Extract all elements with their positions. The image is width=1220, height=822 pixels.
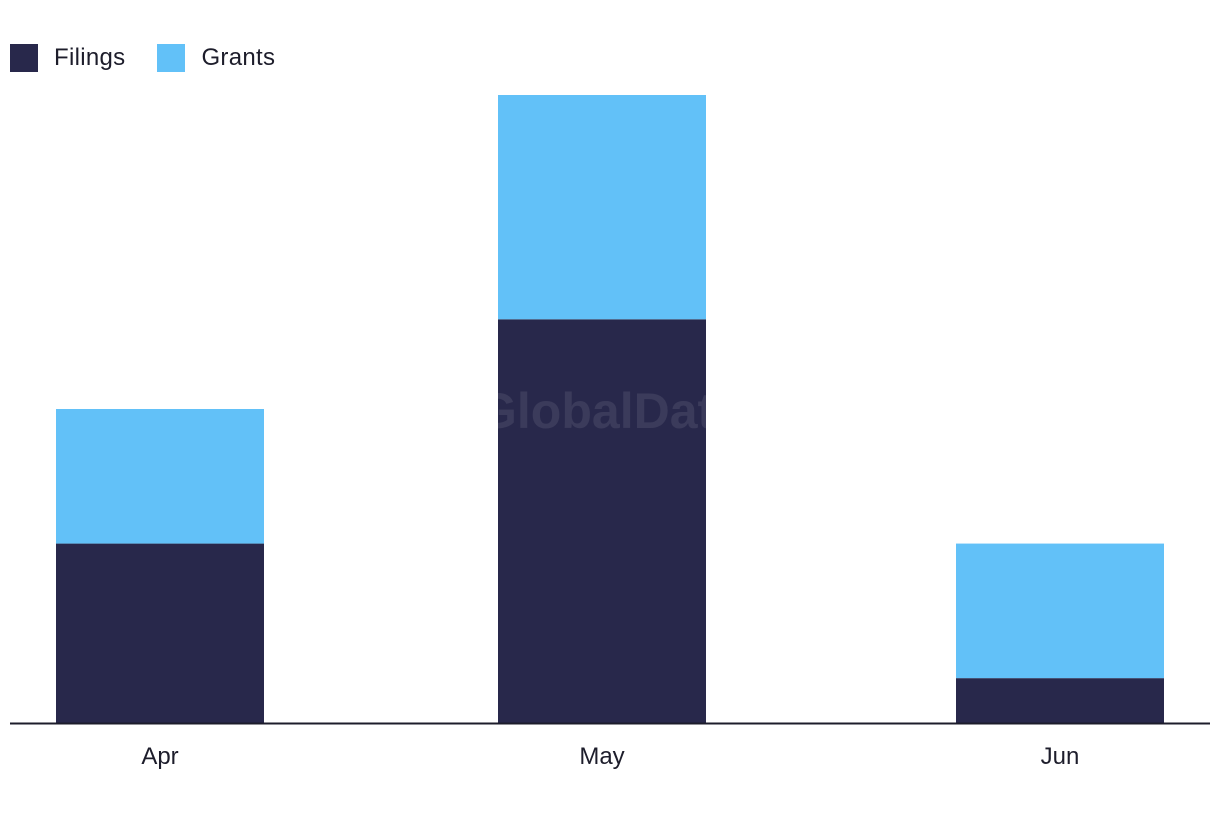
- x-tick-label-apr: Apr: [141, 743, 178, 770]
- legend-label-grants: Grants: [201, 44, 276, 71]
- x-tick-label-jun: Jun: [1041, 743, 1080, 770]
- legend-item-grants[interactable]: Grants: [157, 44, 275, 72]
- bar-grants-apr[interactable]: [56, 409, 264, 544]
- legend-swatch-filings: [10, 44, 38, 72]
- bars-layer: [56, 95, 1164, 723]
- bar-filings-apr[interactable]: [56, 543, 264, 723]
- watermark-text: GlobalData: [478, 383, 743, 439]
- bar-grants-jun[interactable]: [956, 543, 1164, 679]
- watermark-layer: GlobalData: [478, 383, 743, 439]
- legend-label-filings: Filings: [54, 44, 126, 71]
- bar-grants-may[interactable]: [498, 95, 706, 320]
- bar-filings-jun[interactable]: [956, 678, 1164, 723]
- x-tick-label-may: May: [579, 743, 624, 770]
- legend-swatch-grants: [157, 44, 186, 72]
- bar-filings-may[interactable]: [498, 319, 706, 723]
- chart-legend: Filings Grants: [10, 44, 307, 72]
- x-axis-ticks: Apr May Jun: [141, 743, 1079, 770]
- legend-item-filings[interactable]: Filings: [10, 44, 125, 72]
